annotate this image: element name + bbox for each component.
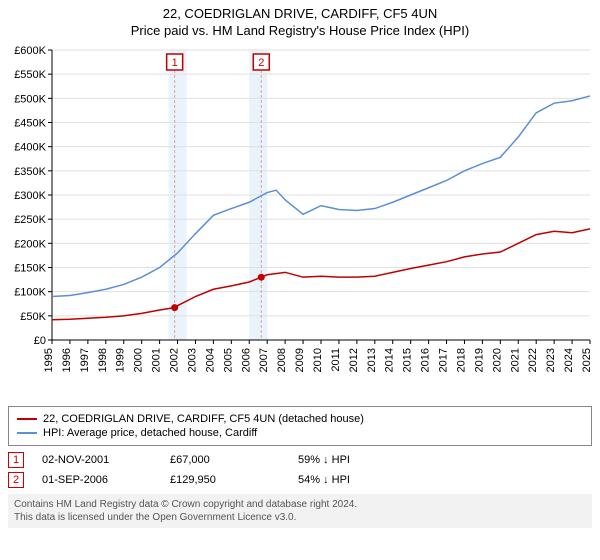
svg-text:1995: 1995: [43, 348, 55, 372]
legend-swatch: [17, 418, 37, 420]
svg-text:£600K: £600K: [14, 45, 46, 57]
legend-label: HPI: Average price, detached house, Card…: [43, 427, 257, 439]
svg-text:2000: 2000: [133, 348, 145, 372]
annotation-date: 02-NOV-2001: [42, 454, 152, 466]
chart-svg: £0 £50K £100K £150K £200K £250K £300K £350K £400…: [0, 40, 600, 400]
svg-text:2016: 2016: [420, 348, 432, 372]
svg-text:2006: 2006: [240, 348, 252, 372]
svg-text:2012: 2012: [348, 348, 360, 372]
svg-text:2021: 2021: [509, 348, 521, 372]
svg-text:2020: 2020: [491, 348, 503, 372]
annotation-price: £67,000: [170, 454, 280, 466]
svg-text:2004: 2004: [204, 348, 216, 372]
svg-text:2018: 2018: [455, 348, 467, 372]
legend: 22, COEDRIGLAN DRIVE, CARDIFF, CF5 4UN (…: [8, 406, 592, 446]
svg-text:£300K: £300K: [14, 190, 46, 202]
svg-text:2005: 2005: [222, 348, 234, 372]
svg-text:2010: 2010: [312, 348, 324, 372]
annotation-marker: 1: [8, 452, 24, 468]
annotation-delta: 54% ↓ HPI: [298, 474, 408, 486]
annotation-row: 2 01-SEP-2006 £129,950 54% ↓ HPI: [8, 472, 592, 488]
svg-text:2015: 2015: [402, 348, 414, 372]
svg-text:£500K: £500K: [14, 93, 46, 105]
svg-text:£550K: £550K: [14, 69, 46, 81]
footer-attribution: Contains HM Land Registry data © Crown c…: [8, 494, 592, 528]
svg-text:1: 1: [172, 57, 178, 69]
svg-text:2022: 2022: [527, 348, 539, 372]
annotation-row: 1 02-NOV-2001 £67,000 59% ↓ HPI: [8, 452, 592, 468]
svg-text:2008: 2008: [276, 348, 288, 372]
annotation-marker: 2: [8, 472, 24, 488]
title-line-1: 22, COEDRIGLAN DRIVE, CARDIFF, CF5 4UN: [0, 6, 600, 21]
svg-text:£350K: £350K: [14, 166, 46, 178]
svg-text:2013: 2013: [366, 348, 378, 372]
footer-line-1: Contains HM Land Registry data © Crown c…: [14, 498, 586, 511]
svg-text:2023: 2023: [545, 348, 557, 372]
chart-title-block: 22, COEDRIGLAN DRIVE, CARDIFF, CF5 4UN P…: [0, 0, 600, 40]
svg-text:£100K: £100K: [14, 287, 46, 299]
annotation-price: £129,950: [170, 474, 280, 486]
legend-item: 22, COEDRIGLAN DRIVE, CARDIFF, CF5 4UN (…: [17, 413, 583, 425]
svg-text:2025: 2025: [581, 348, 593, 372]
svg-text:2017: 2017: [438, 348, 450, 372]
svg-text:2: 2: [258, 57, 264, 69]
annotation-table: 1 02-NOV-2001 £67,000 59% ↓ HPI 2 01-SEP…: [8, 452, 592, 488]
svg-text:2007: 2007: [258, 348, 270, 372]
svg-text:2024: 2024: [563, 348, 575, 372]
svg-text:1997: 1997: [79, 348, 91, 372]
svg-text:£250K: £250K: [14, 214, 46, 226]
chart-area: £0 £50K £100K £150K £200K £250K £300K £350K £400…: [0, 40, 600, 400]
svg-text:2019: 2019: [473, 348, 485, 372]
svg-text:1996: 1996: [61, 348, 73, 372]
svg-text:2002: 2002: [169, 348, 181, 372]
svg-text:1999: 1999: [115, 348, 127, 372]
svg-text:£200K: £200K: [14, 238, 46, 250]
svg-text:£0: £0: [34, 335, 46, 347]
title-line-2: Price paid vs. HM Land Registry's House …: [0, 23, 600, 38]
legend-swatch: [17, 432, 37, 434]
svg-text:£50K: £50K: [20, 311, 46, 323]
svg-text:£150K: £150K: [14, 263, 46, 275]
svg-text:£400K: £400K: [14, 142, 46, 154]
legend-item: HPI: Average price, detached house, Card…: [17, 427, 583, 439]
annotation-date: 01-SEP-2006: [42, 474, 152, 486]
svg-text:2014: 2014: [384, 348, 396, 372]
legend-label: 22, COEDRIGLAN DRIVE, CARDIFF, CF5 4UN (…: [43, 413, 364, 425]
svg-text:2011: 2011: [330, 348, 342, 372]
svg-text:2009: 2009: [294, 348, 306, 372]
svg-text:£450K: £450K: [14, 118, 46, 130]
annotation-delta: 59% ↓ HPI: [298, 454, 408, 466]
svg-text:2003: 2003: [186, 348, 198, 372]
svg-text:2001: 2001: [151, 348, 163, 372]
footer-line-2: This data is licensed under the Open Gov…: [14, 511, 586, 524]
svg-text:1998: 1998: [97, 348, 109, 372]
